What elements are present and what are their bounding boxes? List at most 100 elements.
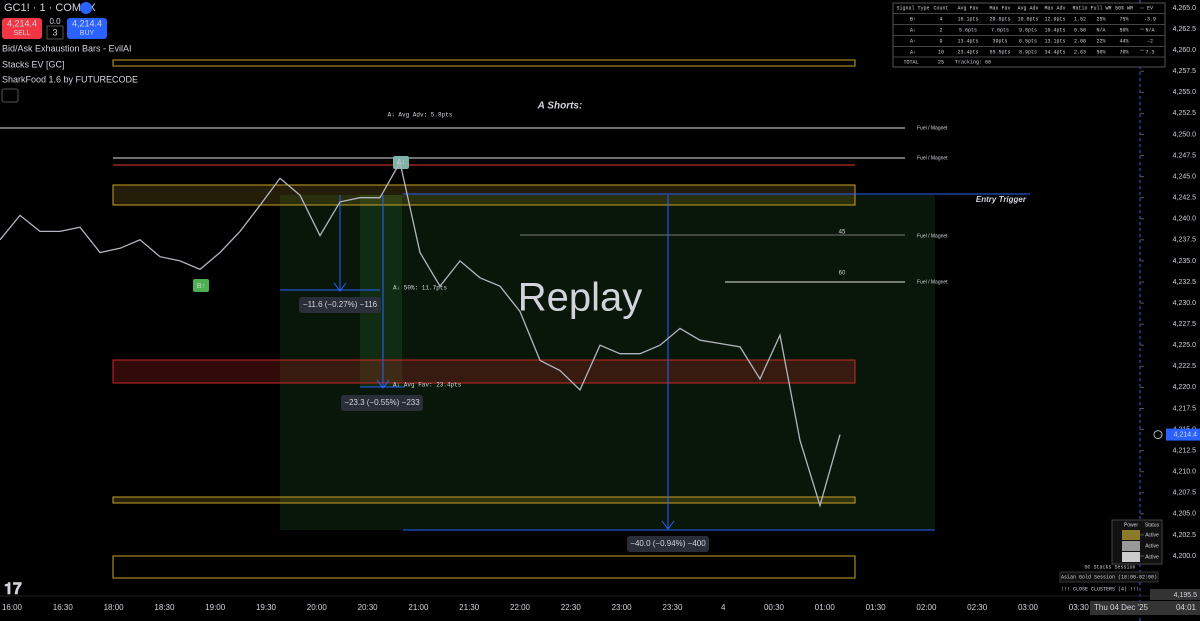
indicator-name[interactable]: Stacks EV [GC] xyxy=(2,59,65,69)
warning: !!! CLOSE CLUSTERS (4) !!! xyxy=(1061,586,1139,592)
profit-zone-dark xyxy=(360,195,402,387)
table-cell: -2 xyxy=(1147,38,1153,44)
price-line xyxy=(0,160,841,508)
fuel-label: Fuel / Magnet xyxy=(917,155,948,161)
cursor-time: 04:01 xyxy=(1176,603,1197,612)
time-label: 03:00 xyxy=(1018,603,1039,612)
resistance-zone xyxy=(112,359,856,384)
symbol[interactable]: GC1! · 1 · COMEX xyxy=(4,2,96,14)
cursor-date-tag xyxy=(1090,601,1200,615)
fifty-pct-label: A↓ 50%: 11.7pts xyxy=(393,285,447,292)
table-header: Max Fav xyxy=(989,5,1010,11)
time-label: 16:00 xyxy=(2,603,23,612)
sell-button[interactable] xyxy=(2,18,42,39)
buy-label: BUY xyxy=(80,30,95,37)
time-label: 4 xyxy=(721,603,726,612)
table-header: 50% WR xyxy=(1115,5,1133,11)
table-cell: A↓ xyxy=(910,27,916,33)
collapse-button[interactable] xyxy=(1,88,19,103)
quantity-box[interactable] xyxy=(46,25,64,40)
fuel-label: Fuel / Magnet xyxy=(917,125,948,131)
table-cell: -3.9 xyxy=(1144,16,1156,22)
session-title: GC Stacks Session xyxy=(1084,564,1135,570)
time-label: 23:30 xyxy=(662,603,683,612)
table-cell: 8.9pts xyxy=(1019,49,1037,55)
profit-zone xyxy=(280,195,935,530)
table-cell: 39pts xyxy=(992,38,1007,44)
table-cell: 34.4pts xyxy=(1044,49,1065,55)
table-cell: 10 xyxy=(938,49,944,55)
status: Active xyxy=(1145,554,1159,560)
table-cell: 1.52 xyxy=(1074,16,1086,22)
add-alert xyxy=(1153,430,1163,440)
measure-label: −11.6 (−0.27%) −116 xyxy=(303,300,378,309)
time-label: 01:00 xyxy=(815,603,836,612)
measure-box xyxy=(341,395,423,411)
measure-box xyxy=(299,297,381,313)
price-label: 4,217.5 xyxy=(1173,405,1196,412)
price-label: 4,230.0 xyxy=(1173,300,1196,307)
table-cell: 12.9pts xyxy=(1044,16,1065,22)
table-cell: 0.58 xyxy=(1074,27,1086,33)
power-swatch xyxy=(1122,530,1140,540)
demand-zone xyxy=(112,555,856,579)
table-cell: 2 xyxy=(939,27,942,33)
table-header: Avg Adv xyxy=(1017,5,1038,11)
time-label: 22:00 xyxy=(510,603,531,612)
price-label: 4,247.5 xyxy=(1173,152,1196,159)
table-cell: 75% xyxy=(1119,16,1128,22)
time-label: 19:00 xyxy=(205,603,226,612)
table-cell: 50% xyxy=(1096,49,1105,55)
table-cell: 7.3 xyxy=(1145,49,1154,55)
table-cell: N/A xyxy=(1145,27,1154,33)
buy-signal xyxy=(193,279,209,292)
price-label: 4,235.0 xyxy=(1173,258,1196,265)
session-name: Asian Gold Session (18:00-02:00) xyxy=(1061,574,1157,580)
time-label: 21:00 xyxy=(408,603,429,612)
quantity: 3 xyxy=(52,27,57,37)
table-header: Max Adv xyxy=(1044,5,1065,11)
table-header: Count xyxy=(933,5,948,11)
table-header: Signal Type xyxy=(896,5,929,11)
table-cell: 55.5pts xyxy=(989,49,1010,55)
indicator-name[interactable]: SharkFood 1.6 by FUTURECODE xyxy=(2,74,138,84)
table-total: TOTAL xyxy=(903,59,918,65)
table-cell: 44% xyxy=(1119,38,1128,44)
stats-table: Signal Type Count Avg Fav Max Fav Avg Adv Max… xyxy=(892,2,1166,68)
time-label: 02:00 xyxy=(916,603,937,612)
table-total: Tracking: 60 xyxy=(955,59,991,65)
price-label: 4,220.0 xyxy=(1173,384,1196,391)
table-cell: 22% xyxy=(1096,38,1105,44)
sell-label: SELL xyxy=(13,30,30,37)
price-label: 4,225.0 xyxy=(1173,342,1196,349)
price-label: 4,237.5 xyxy=(1173,237,1196,244)
shorts-title: A Shorts: xyxy=(537,101,583,112)
time-label: 20:00 xyxy=(307,603,328,612)
price-label: 4,210.0 xyxy=(1173,469,1196,476)
table-cell: 4 xyxy=(939,16,942,22)
table-cell: 9.6pts xyxy=(1019,27,1037,33)
price-label: 4,245.0 xyxy=(1173,173,1196,180)
fuel-label: Fuel / Magnet xyxy=(917,233,948,239)
table-total: 25 xyxy=(938,59,944,65)
table-cell: A↑ xyxy=(910,38,916,44)
table-cell: 25% xyxy=(1096,16,1105,22)
table-cell: 6.5pts xyxy=(1019,38,1037,44)
table-cell: 7.6pts xyxy=(991,27,1009,33)
legend-header: Status xyxy=(1145,522,1160,528)
time-label: 02:30 xyxy=(967,603,988,612)
replay-icon[interactable] xyxy=(80,2,92,14)
price-label: 4,252.5 xyxy=(1173,110,1196,117)
indicator-name[interactable]: Bid/Ask Exhaustion Bars - EvilAI xyxy=(2,43,132,53)
price-label: 4,250.0 xyxy=(1173,131,1196,138)
price-label: 4,255.0 xyxy=(1173,89,1196,96)
cursor-price-tag xyxy=(1150,589,1200,600)
table-cell: A↓ xyxy=(910,49,916,55)
power-swatch xyxy=(1122,552,1140,562)
power-swatch xyxy=(1122,541,1140,551)
table-header: Avg Fav xyxy=(957,5,978,11)
supply-zone xyxy=(112,184,856,206)
table-cell: 2.08 xyxy=(1074,38,1086,44)
sell-signal-label: A↓ xyxy=(397,159,405,166)
buy-button[interactable] xyxy=(67,18,107,39)
